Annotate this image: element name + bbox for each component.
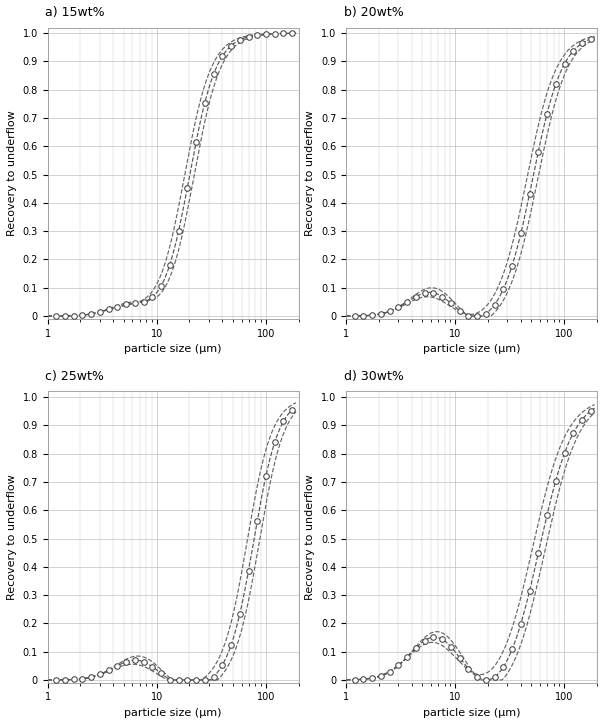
Y-axis label: Recovery to underflow: Recovery to underflow	[306, 110, 315, 236]
Y-axis label: Recovery to underflow: Recovery to underflow	[7, 110, 17, 236]
X-axis label: particle size (μm): particle size (μm)	[124, 708, 222, 718]
Text: d) 30wt%: d) 30wt%	[344, 370, 403, 383]
X-axis label: particle size (μm): particle size (μm)	[423, 708, 520, 718]
Y-axis label: Recovery to underflow: Recovery to underflow	[306, 474, 315, 600]
X-axis label: particle size (μm): particle size (μm)	[124, 344, 222, 355]
Text: b) 20wt%: b) 20wt%	[344, 6, 403, 19]
X-axis label: particle size (μm): particle size (μm)	[423, 344, 520, 355]
Y-axis label: Recovery to underflow: Recovery to underflow	[7, 474, 17, 600]
Text: a) 15wt%: a) 15wt%	[45, 6, 104, 19]
Text: c) 25wt%: c) 25wt%	[45, 370, 104, 383]
